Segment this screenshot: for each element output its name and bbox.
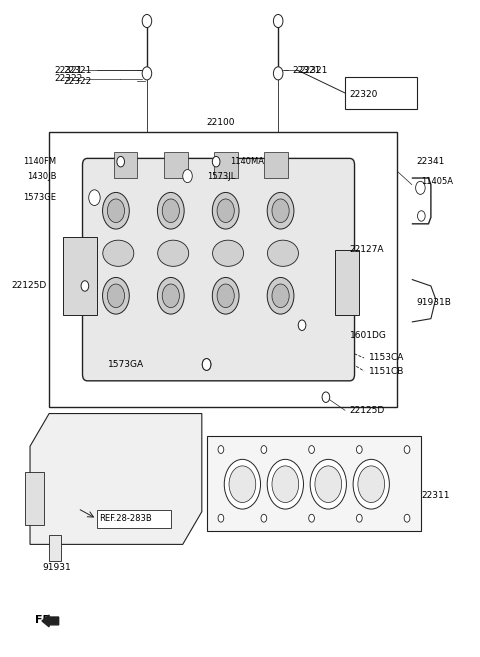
- Circle shape: [310, 459, 347, 509]
- Circle shape: [357, 514, 362, 522]
- Circle shape: [142, 14, 152, 28]
- Ellipse shape: [213, 240, 243, 266]
- Circle shape: [81, 281, 89, 291]
- Text: 22321: 22321: [300, 66, 328, 75]
- Bar: [214, 152, 238, 178]
- Text: 1151CB: 1151CB: [369, 367, 404, 376]
- Circle shape: [267, 193, 294, 229]
- Text: 1601DG: 1601DG: [350, 330, 386, 340]
- Circle shape: [267, 459, 303, 509]
- Bar: [345, 77, 417, 109]
- Bar: [97, 510, 171, 528]
- Text: 22127A: 22127A: [350, 246, 384, 254]
- FancyArrow shape: [42, 615, 59, 627]
- Circle shape: [298, 320, 306, 330]
- Circle shape: [218, 445, 224, 453]
- Circle shape: [157, 193, 184, 229]
- Circle shape: [315, 466, 342, 503]
- Text: 1140FM: 1140FM: [23, 157, 56, 166]
- Circle shape: [212, 277, 239, 314]
- Bar: [336, 250, 360, 315]
- Text: 1430JB: 1430JB: [27, 171, 56, 181]
- Circle shape: [322, 392, 330, 403]
- Circle shape: [142, 67, 152, 80]
- Text: 22321: 22321: [292, 66, 321, 75]
- FancyBboxPatch shape: [83, 158, 355, 381]
- Circle shape: [212, 156, 220, 167]
- Text: 22311: 22311: [421, 491, 450, 500]
- Circle shape: [212, 193, 239, 229]
- Bar: [49, 132, 397, 407]
- Text: 22320: 22320: [350, 90, 378, 99]
- Ellipse shape: [103, 240, 134, 266]
- Bar: [164, 152, 188, 178]
- Circle shape: [217, 199, 234, 223]
- Circle shape: [162, 199, 180, 223]
- Bar: [49, 535, 61, 560]
- Circle shape: [267, 277, 294, 314]
- Circle shape: [162, 284, 180, 307]
- Circle shape: [309, 514, 314, 522]
- Text: 22125D: 22125D: [350, 406, 385, 415]
- Text: REF.28-283B: REF.28-283B: [99, 514, 152, 524]
- Text: 22321: 22321: [63, 66, 92, 75]
- Circle shape: [274, 67, 283, 80]
- Circle shape: [202, 359, 211, 371]
- Polygon shape: [206, 436, 421, 532]
- Ellipse shape: [157, 240, 189, 266]
- Bar: [63, 237, 97, 315]
- Ellipse shape: [267, 240, 299, 266]
- Circle shape: [404, 445, 410, 453]
- Text: 1573JL: 1573JL: [206, 171, 235, 181]
- Text: 22322: 22322: [54, 74, 83, 83]
- Circle shape: [117, 156, 124, 167]
- Text: 22322: 22322: [63, 77, 92, 85]
- Circle shape: [272, 466, 299, 503]
- Circle shape: [357, 445, 362, 453]
- Text: FR.: FR.: [35, 615, 55, 625]
- Bar: [264, 152, 288, 178]
- Circle shape: [309, 445, 314, 453]
- Circle shape: [157, 277, 184, 314]
- Circle shape: [229, 466, 256, 503]
- Text: 1140MA: 1140MA: [230, 157, 264, 166]
- Circle shape: [358, 466, 384, 503]
- Text: 22125D: 22125D: [12, 281, 47, 290]
- Circle shape: [103, 193, 129, 229]
- Circle shape: [261, 445, 267, 453]
- Circle shape: [103, 277, 129, 314]
- Text: 1153CA: 1153CA: [369, 353, 404, 363]
- Circle shape: [183, 170, 192, 183]
- Circle shape: [108, 284, 124, 307]
- Text: 1573GE: 1573GE: [23, 193, 56, 202]
- Circle shape: [418, 211, 425, 221]
- Circle shape: [217, 284, 234, 307]
- Circle shape: [202, 359, 211, 371]
- Bar: [114, 152, 137, 178]
- Circle shape: [274, 14, 283, 28]
- Circle shape: [416, 181, 425, 194]
- Bar: [25, 472, 44, 525]
- Text: 91931: 91931: [42, 563, 71, 572]
- Circle shape: [404, 514, 410, 522]
- Circle shape: [353, 459, 389, 509]
- Circle shape: [224, 459, 261, 509]
- Text: 1573GA: 1573GA: [108, 360, 144, 369]
- Circle shape: [218, 514, 224, 522]
- Polygon shape: [30, 413, 202, 545]
- Circle shape: [108, 199, 124, 223]
- Text: 22341: 22341: [417, 157, 445, 166]
- Circle shape: [272, 284, 289, 307]
- Text: 11405A: 11405A: [421, 177, 453, 186]
- Circle shape: [89, 190, 100, 206]
- Circle shape: [272, 199, 289, 223]
- Text: 22100: 22100: [206, 118, 235, 127]
- Circle shape: [261, 514, 267, 522]
- Text: 22321: 22321: [54, 66, 83, 75]
- Text: 91931B: 91931B: [417, 298, 452, 307]
